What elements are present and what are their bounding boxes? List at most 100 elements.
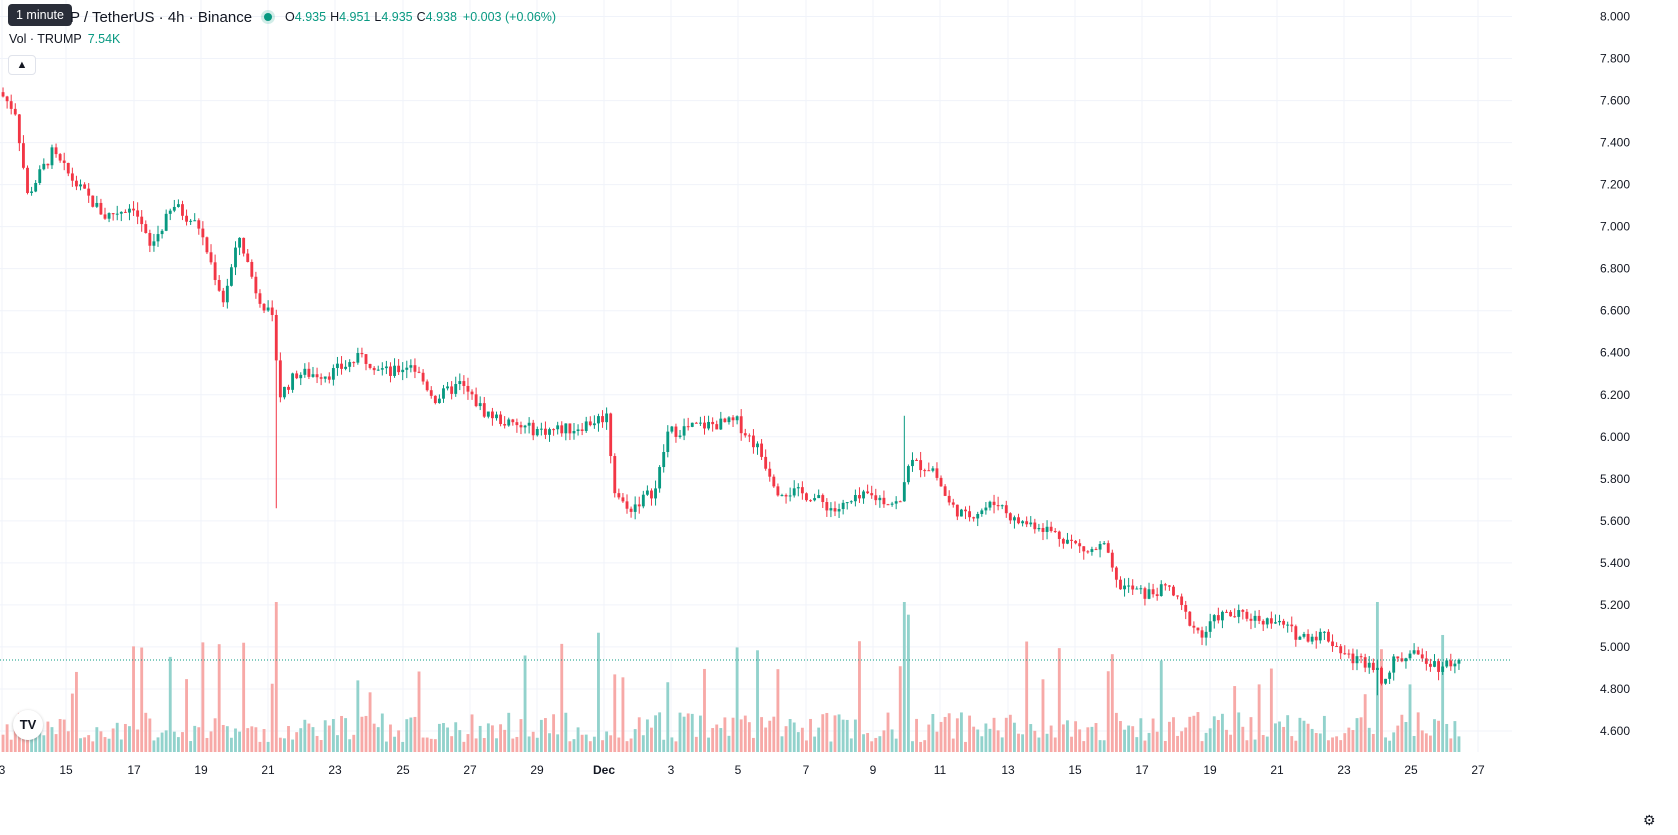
volume-bar [1147, 732, 1151, 752]
volume-bar [1298, 717, 1302, 752]
candle-body [62, 160, 66, 163]
symbol-title[interactable]: P / TetherUS · 4h · Binance [70, 8, 253, 26]
market-status-icon[interactable] [264, 13, 273, 21]
volume-bar [845, 719, 849, 752]
candle-body [597, 416, 600, 424]
candle-body [784, 495, 788, 497]
y-tick-label: 7.600 [1600, 94, 1630, 108]
volume-bar [417, 671, 421, 752]
candle-body [181, 204, 184, 216]
candle-body [735, 416, 739, 421]
candle-body [352, 362, 356, 364]
volume-bar [421, 737, 425, 752]
chevron-up-icon[interactable]: ▲ [8, 55, 36, 75]
volume-bar [617, 737, 621, 752]
x-tick-label: 15 [59, 763, 73, 777]
y-tick-label: 6.400 [1600, 346, 1630, 360]
volume-bar [352, 734, 356, 752]
volume-bar [694, 736, 698, 752]
volume-bar [1380, 649, 1383, 752]
candle-body [1327, 631, 1330, 642]
volume-bar [556, 734, 560, 752]
volume-bar [747, 722, 751, 752]
volume-bar [1327, 740, 1330, 752]
volume-bar [1453, 721, 1457, 752]
candle-body [225, 285, 229, 303]
volume-bar [356, 680, 360, 752]
x-tick-label: 3 [0, 763, 6, 777]
candle-body [376, 369, 380, 371]
candle-body [707, 421, 710, 429]
candle-body [176, 204, 180, 207]
candle-body [886, 504, 890, 506]
candle-body [772, 476, 776, 487]
candle-body [951, 502, 955, 505]
candle-body [556, 425, 560, 430]
volume-bar [213, 718, 217, 752]
volume-bar [364, 715, 368, 752]
candle-body [882, 497, 886, 505]
candle-body [1310, 636, 1314, 642]
y-tick-label: 5.400 [1600, 556, 1630, 570]
candle-body [992, 501, 996, 506]
volume-bars [1, 602, 1461, 752]
candle-body [107, 213, 111, 219]
volume-bar [768, 720, 772, 752]
volume-bar [776, 669, 780, 752]
volume-bar [1400, 714, 1404, 752]
candle-body [189, 220, 193, 222]
candle-body [527, 422, 531, 426]
candle-body [437, 398, 441, 404]
candle-body [572, 431, 576, 434]
volume-bar [1188, 716, 1192, 752]
tradingview-logo[interactable]: TV [13, 710, 43, 740]
volume-bar [1212, 716, 1216, 752]
volume-bar [1078, 729, 1082, 752]
volume-bar [107, 738, 111, 752]
gear-icon[interactable]: ⚙ [1643, 812, 1656, 828]
candle-body [1441, 666, 1445, 672]
volume-bar [584, 734, 588, 752]
candle-body [964, 509, 967, 512]
volume-bar [1249, 717, 1253, 752]
volume-bar [511, 738, 515, 752]
volume-bar [1061, 724, 1065, 752]
volume-bar [1404, 721, 1408, 752]
volume-bar [229, 737, 233, 752]
volume-bar [1339, 740, 1343, 752]
candle-body [1363, 657, 1367, 668]
volume-bar [1143, 740, 1147, 752]
volume-bar [397, 730, 401, 752]
volume-bar [800, 727, 804, 752]
volume-bar [1172, 717, 1175, 752]
candle-body [1184, 605, 1188, 612]
volume-legend[interactable]: Vol · TRUMP 7.54K [9, 32, 120, 46]
volume-bar [258, 741, 262, 752]
volume-bar [1180, 731, 1184, 752]
candle-body [311, 374, 315, 377]
candle-body [1216, 615, 1220, 621]
candle-body [1212, 615, 1216, 622]
volume-bar [597, 632, 600, 752]
volume-bar [1237, 712, 1241, 752]
volume-bar [1441, 634, 1445, 752]
volume-bar [764, 727, 768, 752]
candle-body [976, 514, 980, 519]
volume-bar [1139, 718, 1143, 752]
candle-body [1220, 611, 1224, 621]
volume-bar [1314, 732, 1318, 752]
candle-body [1449, 660, 1453, 667]
candle-body [1049, 526, 1053, 531]
candle-body [919, 460, 923, 471]
candle-body [1033, 522, 1037, 530]
volume-bar [66, 731, 70, 752]
candle-body [58, 154, 62, 161]
volume-bar [613, 674, 617, 752]
candle-body [1384, 678, 1387, 684]
candle-body [115, 213, 119, 215]
candle-body [1139, 588, 1143, 590]
candle-body [980, 510, 984, 515]
volume-bar [1233, 686, 1237, 752]
volume-bar [1057, 648, 1061, 752]
